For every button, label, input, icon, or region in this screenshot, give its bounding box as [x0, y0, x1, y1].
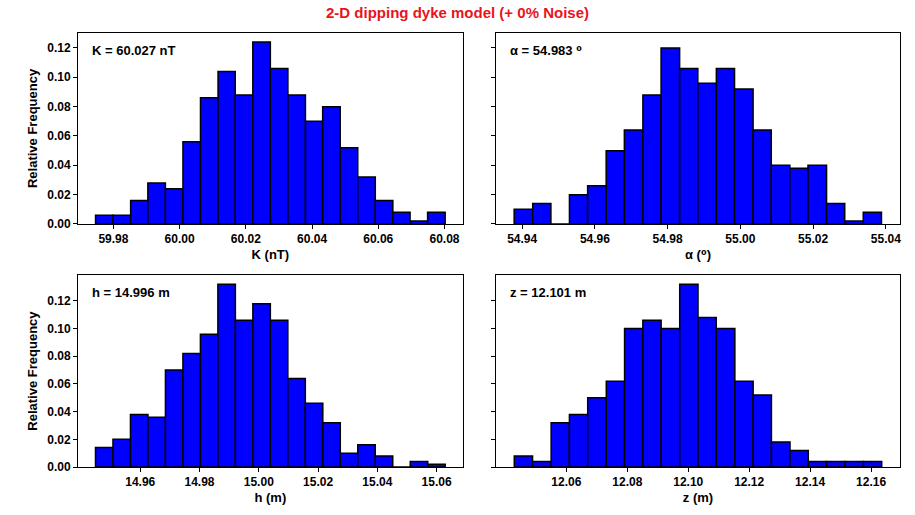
- svg-text:z (m): z (m): [683, 490, 713, 505]
- svg-text:h = 14.996 m: h = 14.996 m: [92, 285, 170, 300]
- svg-text:0.06: 0.06: [47, 377, 71, 391]
- svg-text:15.06: 15.06: [422, 475, 452, 489]
- svg-text:55.00: 55.00: [725, 232, 755, 246]
- svg-text:60.04: 60.04: [297, 232, 327, 246]
- svg-text:60.08: 60.08: [429, 232, 459, 246]
- svg-text:55.04: 55.04: [871, 232, 901, 246]
- svg-text:14.98: 14.98: [184, 475, 214, 489]
- svg-text:54.96: 54.96: [580, 232, 610, 246]
- svg-text:0.04: 0.04: [47, 158, 71, 172]
- svg-text:0.08: 0.08: [47, 100, 71, 114]
- svg-text:54.98: 54.98: [653, 232, 683, 246]
- svg-text:0.02: 0.02: [47, 188, 71, 202]
- svg-text:12.08: 12.08: [612, 475, 642, 489]
- svg-text:12.14: 12.14: [795, 475, 825, 489]
- svg-text:55.02: 55.02: [798, 232, 828, 246]
- svg-text:15.04: 15.04: [362, 475, 392, 489]
- svg-text:0.08: 0.08: [47, 349, 71, 363]
- svg-text:0.02: 0.02: [47, 433, 71, 447]
- svg-text:59.98: 59.98: [98, 232, 128, 246]
- svg-text:12.06: 12.06: [551, 475, 581, 489]
- svg-text:Relative Frequency: Relative Frequency: [25, 68, 40, 188]
- svg-text:2-D dipping dyke model (+ 0% N: 2-D dipping dyke model (+ 0% Noise): [326, 4, 589, 21]
- svg-text:0.12: 0.12: [47, 41, 71, 55]
- svg-text:12.16: 12.16: [856, 475, 886, 489]
- svg-text:0.04: 0.04: [47, 405, 71, 419]
- svg-text:0.10: 0.10: [47, 322, 71, 336]
- svg-text:12.12: 12.12: [734, 475, 764, 489]
- svg-text:0.06: 0.06: [47, 129, 71, 143]
- svg-text:14.96: 14.96: [125, 475, 155, 489]
- svg-text:60.06: 60.06: [363, 232, 393, 246]
- svg-text:0.10: 0.10: [47, 70, 71, 84]
- svg-text:α = 54.983 ⁰: α = 54.983 ⁰: [510, 43, 582, 58]
- svg-text:0.00: 0.00: [47, 217, 71, 231]
- svg-text:0.00: 0.00: [47, 460, 71, 474]
- svg-text:54.94: 54.94: [507, 232, 537, 246]
- svg-text:K (nT): K (nT): [252, 247, 290, 262]
- svg-text:K = 60.027 nT: K = 60.027 nT: [92, 43, 176, 58]
- svg-text:15.00: 15.00: [244, 475, 274, 489]
- svg-text:12.10: 12.10: [673, 475, 703, 489]
- svg-text:z = 12.101 m: z = 12.101 m: [510, 285, 586, 300]
- svg-text:15.02: 15.02: [303, 475, 333, 489]
- svg-text:60.02: 60.02: [231, 232, 261, 246]
- svg-text:h (m): h (m): [254, 490, 286, 505]
- svg-text:0.12: 0.12: [47, 294, 71, 308]
- svg-text:α (⁰): α (⁰): [685, 247, 711, 262]
- svg-text:Relative Frequency: Relative Frequency: [25, 311, 40, 431]
- svg-text:60.00: 60.00: [165, 232, 195, 246]
